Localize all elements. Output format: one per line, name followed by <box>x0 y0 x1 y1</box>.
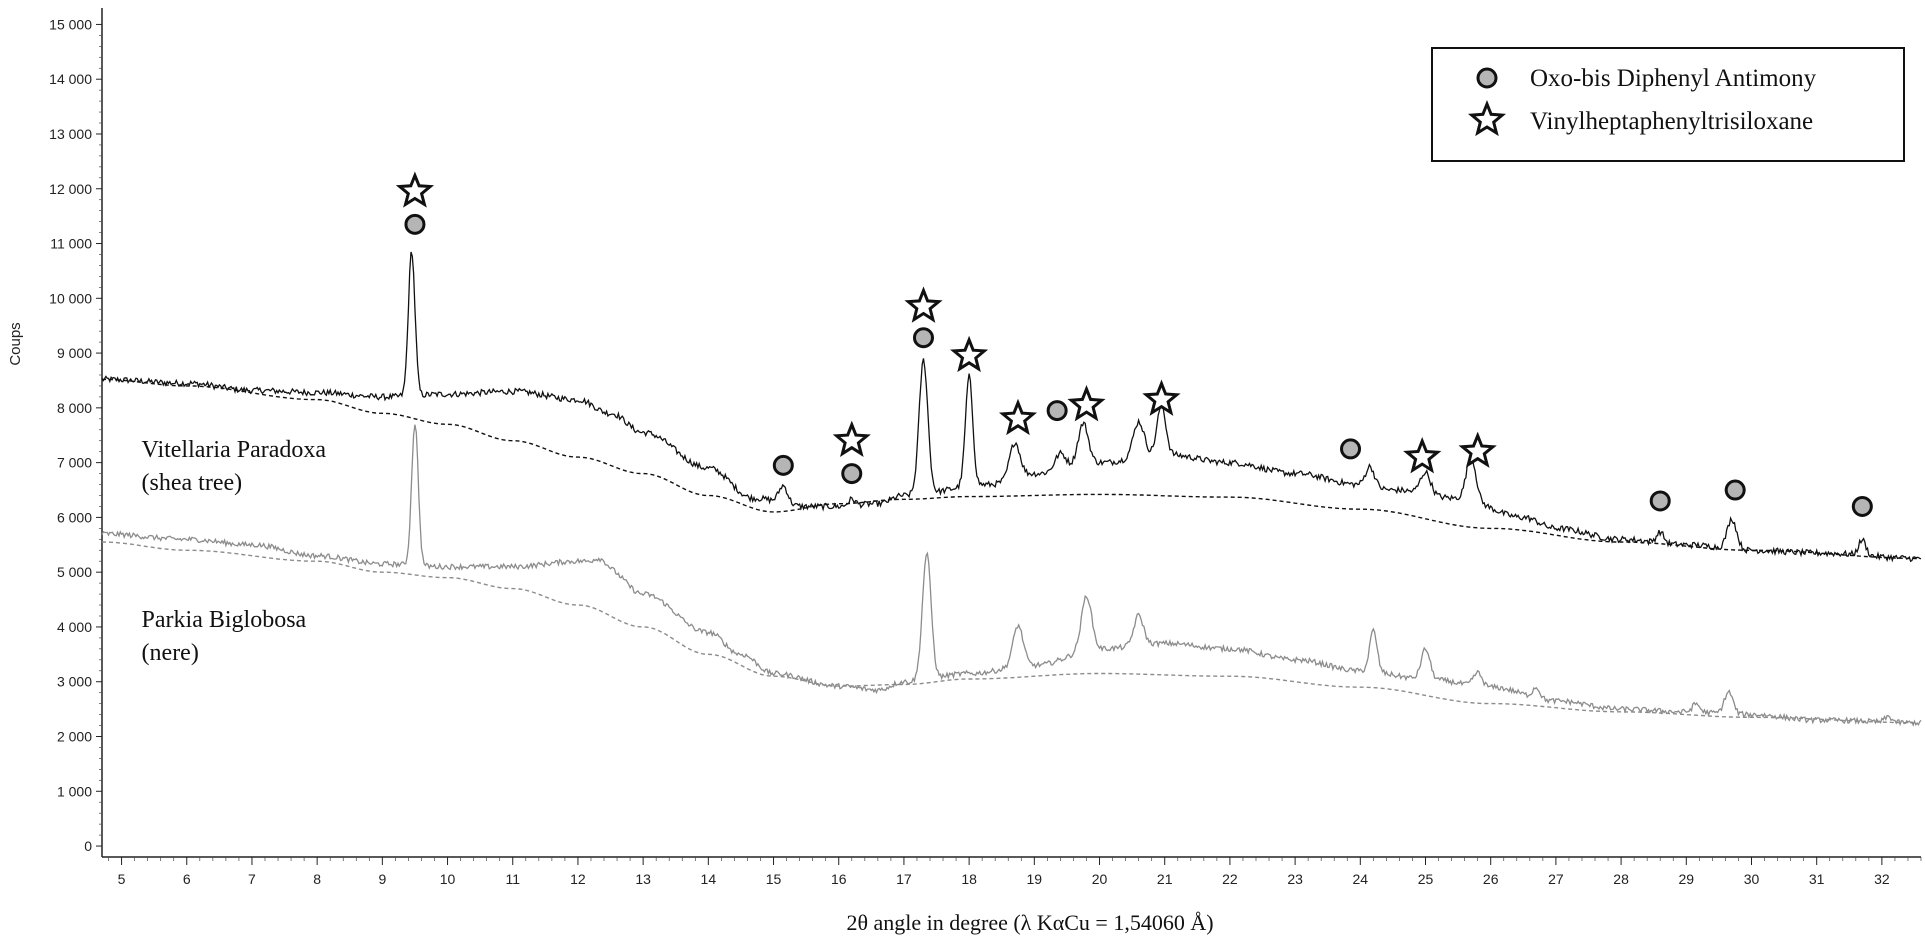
y-tick-label: 11 000 <box>50 236 92 252</box>
circle-marker-icon <box>1046 400 1068 422</box>
axes-layer: 0 1 000 2 000 3 000 4 000 5 000 6 000 7 000 8 00… <box>49 8 1922 887</box>
star-marker-icon <box>1067 385 1106 422</box>
circle-marker-icon <box>1649 490 1671 512</box>
x-tick-label: 5 <box>118 871 126 887</box>
star-marker-icon <box>832 420 871 458</box>
y-tick-label: 4 000 <box>57 619 92 635</box>
x-tick-label: 32 <box>1874 871 1890 887</box>
circle-marker-icon <box>912 327 934 349</box>
x-tick-label: 16 <box>831 871 847 887</box>
x-axis-label: 2θ angle in degree (λ KαCu = 1,54060 Å) <box>846 910 1213 935</box>
legend-entry-1: Oxo-bis Diphenyl Antimony <box>1530 65 1817 92</box>
x-tick-label: 27 <box>1548 871 1564 887</box>
series-labels: Vitellaria Paradoxa (shea tree) Parkia Big… <box>142 437 327 666</box>
x-tick-label: 24 <box>1353 871 1369 887</box>
x-tick-label: 25 <box>1418 871 1434 887</box>
series-line-2 <box>101 424 1922 727</box>
y-tick-label: 9 000 <box>57 345 92 361</box>
series-line-1 <box>101 251 1922 563</box>
x-tick-label: 31 <box>1809 871 1825 887</box>
x-tick-label: 17 <box>896 871 912 887</box>
circle-marker-icon <box>772 454 794 476</box>
y-tick-label: 8 000 <box>57 400 92 416</box>
x-tick-label: 18 <box>961 871 977 887</box>
series-label-1-line-2: (shea tree) <box>142 470 243 496</box>
baseline-layer <box>101 378 1918 724</box>
series-label-2-line-1: Parkia Biglobosa <box>142 607 307 633</box>
legend-circle-marker <box>1476 67 1498 89</box>
x-tick-label: 23 <box>1287 871 1303 887</box>
legend-entry-2: Vinylheptaphenyltrisiloxane <box>1530 108 1813 135</box>
y-tick-label: 5 000 <box>57 564 92 580</box>
baseline-2 <box>101 541 1918 724</box>
circle-marker-icon <box>404 213 426 235</box>
x-tick-label: 29 <box>1679 871 1695 887</box>
y-tick-label: 2 000 <box>57 728 92 744</box>
x-tick-label: 22 <box>1222 871 1238 887</box>
baseline-1 <box>102 378 1918 560</box>
star-marker-icon <box>1142 379 1181 416</box>
x-tick-label: 21 <box>1157 871 1173 887</box>
y-axis-label: Coups <box>7 322 24 365</box>
circle-marker-icon <box>841 463 863 485</box>
y-tick-label: 3 000 <box>57 674 92 690</box>
star-marker-icon <box>395 171 435 208</box>
x-tick-label: 7 <box>248 871 256 887</box>
y-tick-label: 0 <box>84 838 92 854</box>
x-tick-label: 6 <box>183 871 191 887</box>
y-tick-label: 14 000 <box>49 71 92 87</box>
x-tick-label: 13 <box>635 871 651 887</box>
y-tick-label: 15 000 <box>49 16 92 32</box>
x-tick-label: 9 <box>378 871 386 887</box>
series-label-2-line-2: (nere) <box>142 640 199 666</box>
y-tick-label: 10 000 <box>49 290 92 306</box>
x-tick-label: 10 <box>440 871 456 887</box>
y-tick-label: 1 000 <box>57 783 92 799</box>
y-tick-label: 13 000 <box>49 126 92 142</box>
circle-marker-icon <box>1724 479 1746 501</box>
star-marker-icon <box>950 335 989 373</box>
x-tick-label: 11 <box>505 871 520 887</box>
x-tick-label: 15 <box>766 871 782 887</box>
y-tick-label: 7 000 <box>57 455 92 471</box>
circle-marker-icon <box>1851 495 1873 517</box>
circle-marker-icon <box>1340 438 1362 460</box>
y-tick-label: 12 000 <box>49 181 92 197</box>
star-marker-icon <box>904 286 943 323</box>
series-layer <box>101 251 1922 727</box>
star-marker-icon <box>1458 431 1497 468</box>
x-tick-label: 30 <box>1744 871 1760 887</box>
x-tick-label: 26 <box>1483 871 1499 887</box>
annotation-markers <box>395 171 1873 517</box>
x-tick-label: 20 <box>1092 871 1108 887</box>
x-tick-label: 28 <box>1613 871 1629 887</box>
legend-star-marker <box>1467 99 1507 137</box>
x-tick-label: 19 <box>1027 871 1043 887</box>
x-tick-label: 8 <box>313 871 321 887</box>
legend-circle-icon <box>1476 67 1498 89</box>
legend-star-icon <box>1467 99 1507 137</box>
y-tick-label: 6 000 <box>57 509 92 525</box>
star-marker-icon <box>998 398 1038 436</box>
legend-box <box>1431 47 1905 162</box>
legend: Oxo-bis Diphenyl Antimony Vinylheptaphen… <box>1431 47 1905 162</box>
star-marker-icon <box>1403 437 1442 474</box>
x-tick-label: 14 <box>701 871 717 887</box>
x-tick-label: 12 <box>570 871 586 887</box>
series-label-1-line-1: Vitellaria Paradoxa <box>142 437 327 463</box>
